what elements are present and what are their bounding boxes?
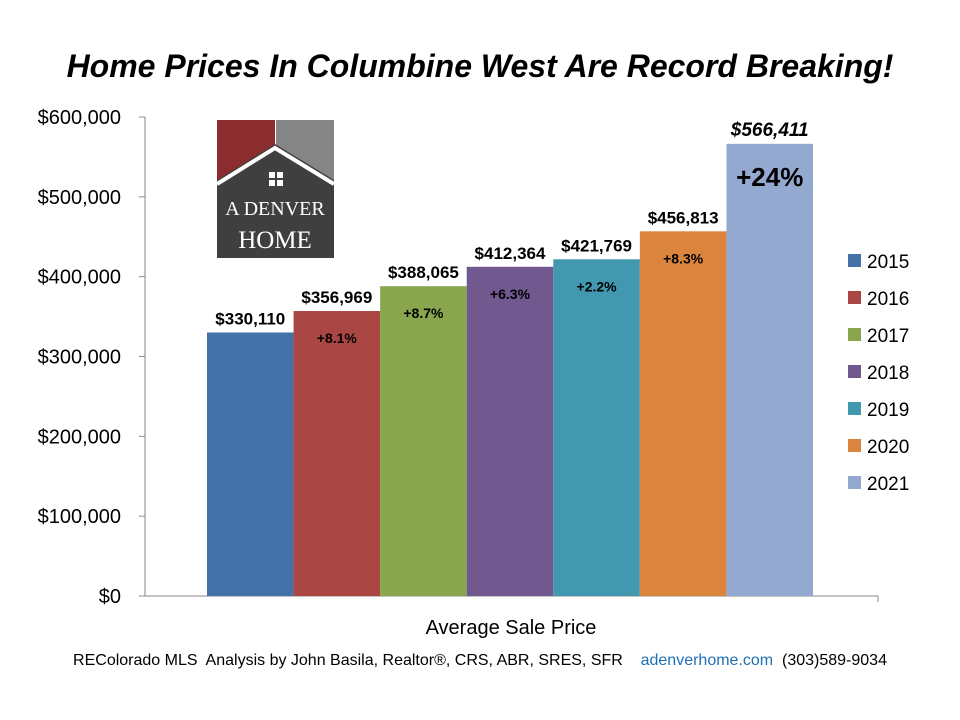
footer-credit: REColorado MLS Analysis by John Basila, … bbox=[73, 652, 623, 669]
y-tick-label: $0 bbox=[99, 586, 121, 608]
y-tick-label: $100,000 bbox=[38, 506, 121, 528]
bar-2021 bbox=[726, 143, 813, 596]
website-link[interactable]: adenverhome.com bbox=[640, 652, 774, 669]
chart-bars bbox=[207, 143, 813, 596]
bar-2016 bbox=[293, 311, 381, 596]
bar-2018 bbox=[466, 266, 554, 596]
legend-label-2021: 2021 bbox=[867, 474, 909, 495]
legend-label-2015: 2015 bbox=[867, 252, 909, 273]
value-label-2017: $388,065 bbox=[388, 263, 459, 282]
legend-swatch-2016 bbox=[848, 291, 861, 304]
bar-2015 bbox=[207, 332, 294, 596]
bar-2017 bbox=[380, 286, 467, 596]
legend-swatch-2018 bbox=[848, 365, 861, 378]
legend-label-2019: 2019 bbox=[867, 400, 909, 421]
value-label-2020: $456,813 bbox=[648, 208, 719, 227]
value-label-2015: $330,110 bbox=[215, 309, 285, 328]
value-label-2019: $421,769 bbox=[561, 236, 632, 255]
legend-label-2016: 2016 bbox=[867, 289, 909, 310]
legend-label-2017: 2017 bbox=[867, 326, 909, 347]
change-label-2016: +8.1% bbox=[317, 330, 358, 346]
value-label-2021: $566,411 bbox=[730, 120, 809, 141]
y-tick-label: $200,000 bbox=[38, 426, 121, 448]
chart-axes: $0 $100,000 $200,000 $300,000 $400,000 $500,0… bbox=[38, 107, 879, 608]
change-label-2021: +24% bbox=[736, 162, 803, 192]
legend-swatch-2020 bbox=[848, 439, 861, 452]
legend-label-2018: 2018 bbox=[867, 363, 909, 384]
change-label-2018: +6.3% bbox=[490, 286, 531, 302]
legend-swatch-2019 bbox=[848, 402, 861, 415]
chart-labels: $330,110 $356,969 +8.1% $388,065 +8.7% $412,3… bbox=[215, 120, 808, 346]
y-tick-label: $600,000 bbox=[38, 107, 121, 129]
legend-swatch-2021 bbox=[848, 476, 861, 489]
legend-swatch-2015 bbox=[848, 254, 861, 267]
y-tick-label: $500,000 bbox=[38, 187, 121, 209]
legend-swatch-2017 bbox=[848, 328, 861, 341]
bar-2019 bbox=[553, 259, 640, 596]
a-denver-home-logo: A DENVER HOME bbox=[217, 120, 334, 258]
y-tick-label: $300,000 bbox=[38, 347, 121, 369]
value-label-2016: $356,969 bbox=[301, 288, 372, 307]
y-tick-label: $400,000 bbox=[38, 267, 121, 289]
value-label-2018: $412,364 bbox=[475, 244, 546, 263]
legend-label-2020: 2020 bbox=[867, 437, 909, 458]
change-label-2017: +8.7% bbox=[403, 305, 444, 321]
change-label-2019: +2.2% bbox=[577, 278, 618, 294]
phone-number: (303)589-9034 bbox=[782, 652, 887, 669]
bar-2020 bbox=[639, 231, 727, 596]
footer: REColorado MLS Analysis by John Basila, … bbox=[0, 652, 960, 670]
chart-title: Home Prices In Columbine West Are Record… bbox=[66, 48, 894, 84]
change-label-2020: +8.3% bbox=[663, 250, 704, 266]
logo-line2: HOME bbox=[238, 227, 312, 254]
logo-line1: A DENVER bbox=[225, 198, 325, 220]
x-axis-label: Average Sale Price bbox=[426, 617, 597, 639]
chart-legend: 2015 2016 2017 2018 2019 2020 2021 bbox=[848, 252, 909, 495]
